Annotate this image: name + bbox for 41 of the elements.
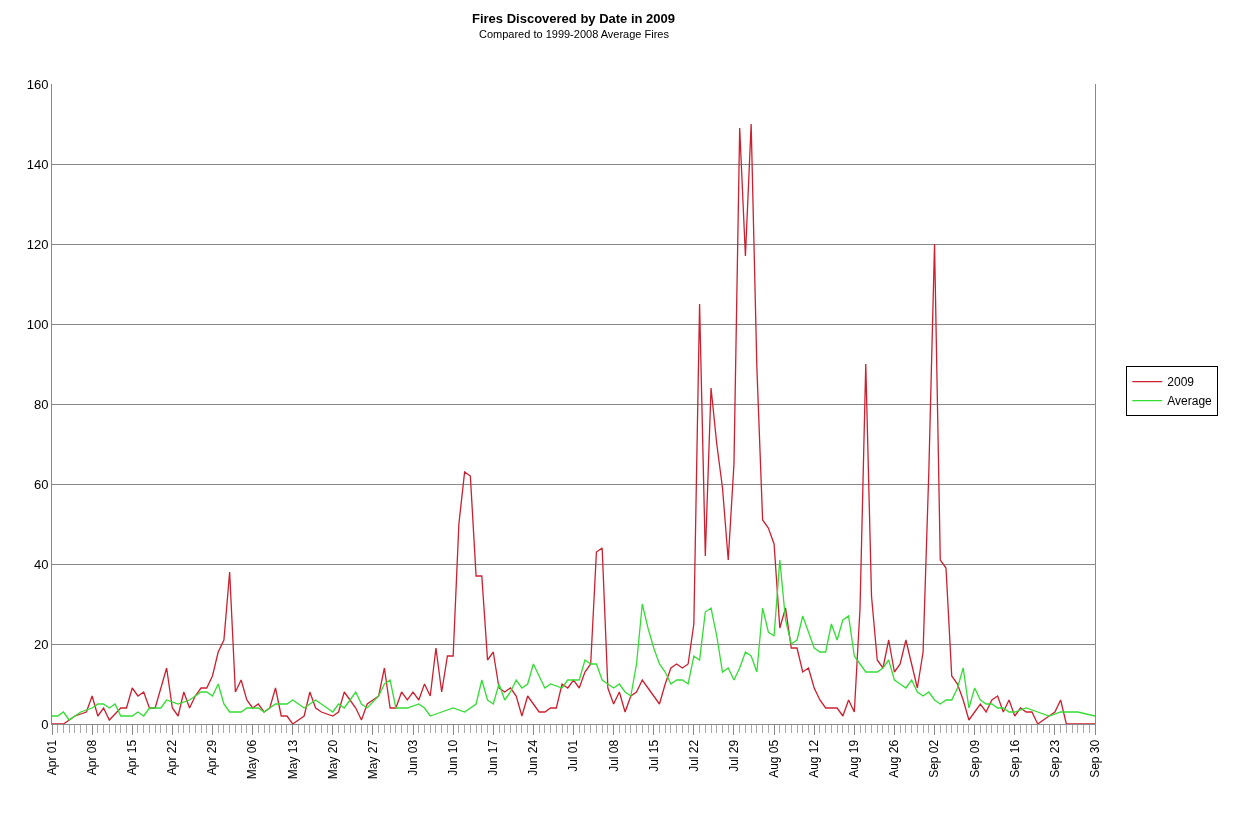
y-tick-label: 80 [33,396,49,412]
x-tick-label: Sep 30 [1087,739,1102,778]
x-tick-label: Apr 01 [44,739,59,776]
y-tick-label: 120 [26,236,49,252]
chart-title: Fires Discovered by Date in 2009 [472,11,676,26]
x-tick-label: Apr 29 [205,739,220,776]
legend-label: 2009 [1167,375,1195,390]
x-tick-label: Sep 09 [967,739,982,778]
y-tick-label: 140 [26,156,49,172]
x-tick-label: May 06 [245,739,260,780]
x-tick-label: Aug 19 [847,739,862,778]
y-tick-label: 160 [26,76,49,92]
x-tick-label: Jul 01 [566,739,581,772]
x-tick-label: Jul 08 [606,739,621,772]
x-tick-label: Aug 12 [807,739,822,778]
y-tick-label: 20 [33,636,49,652]
y-tick-label: 100 [26,316,49,332]
x-tick-label: Sep 02 [927,739,942,778]
x-tick-label: Jul 29 [726,739,741,772]
x-tick-label: May 20 [325,739,340,780]
y-tick-label: 0 [41,716,49,732]
x-tick-label: Aug 26 [887,739,902,778]
y-tick-label: 60 [33,476,49,492]
x-tick-label: Sep 16 [1007,739,1022,778]
x-tick-label: Jun 10 [446,739,461,776]
legend-label: Average [1167,394,1213,409]
chart-subtitle: Compared to 1999-2008 Average Fires [479,28,670,40]
x-tick-label: Jul 22 [686,739,701,772]
x-tick-label: May 13 [285,739,300,780]
x-tick-label: Jul 15 [646,739,661,772]
x-tick-label: Apr 22 [165,739,180,776]
x-tick-label: Aug 05 [766,739,781,778]
x-tick-label: Apr 15 [125,739,140,776]
x-tick-label: May 27 [365,739,380,780]
y-tick-label: 40 [33,556,49,572]
x-tick-label: Jun 24 [526,739,541,776]
x-tick-label: Jun 17 [486,739,501,776]
x-tick-label: Sep 23 [1047,739,1062,778]
x-tick-label: Jun 03 [405,739,420,776]
line-series [52,559,1095,721]
x-tick-label: Apr 08 [85,739,100,776]
